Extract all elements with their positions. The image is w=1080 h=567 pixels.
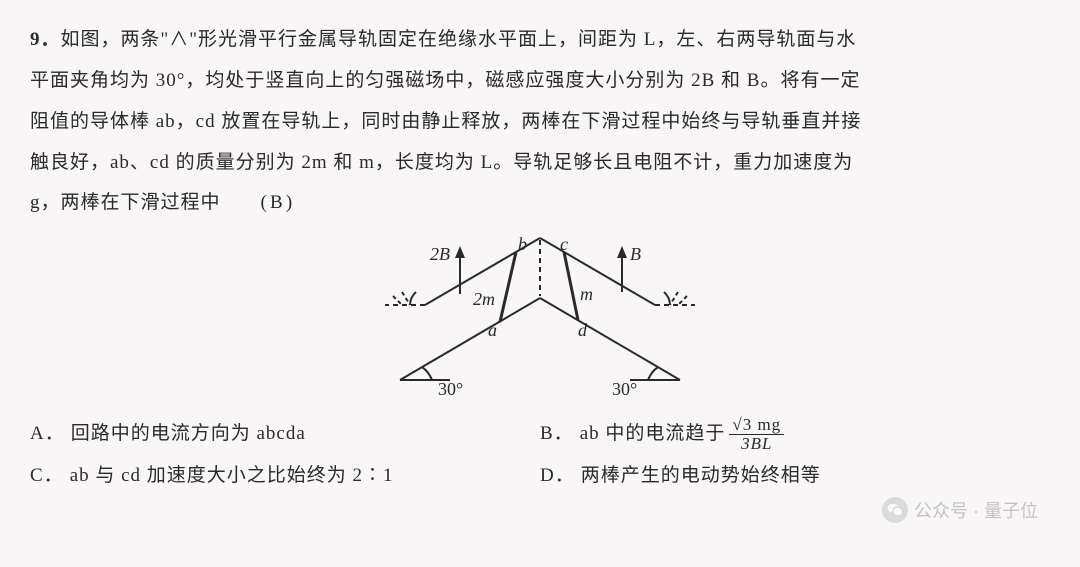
- watermark-text: 公众号 · 量子位: [914, 497, 1038, 523]
- label-c: c: [560, 234, 568, 254]
- problem-number: 9．: [30, 29, 61, 50]
- wechat-icon: [882, 497, 908, 523]
- option-B-fraction: √3 mg 3BL: [729, 416, 784, 453]
- option-D: D． 两棒产生的电动势始终相等: [540, 455, 1050, 497]
- option-D-label: D．: [540, 455, 575, 497]
- stem-line-2: 平面夹角均为 30°，均处于竖直向上的匀强磁场中，磁感应强度大小分别为 2B 和…: [30, 70, 860, 91]
- stem-line-5-suffix: ): [286, 192, 293, 213]
- label-a: a: [488, 320, 497, 340]
- stem-line-3: 阻值的导体棒 ab，cd 放置在导轨上，同时由静止释放，两棒在下滑过程中始终与导…: [30, 111, 861, 132]
- stem-line-5-prefix: g，两棒在下滑过程中 (: [30, 192, 268, 213]
- option-A-text: 回路中的电流方向为 abcda: [71, 413, 306, 455]
- problem-stem: 9．如图，两条"∧"形光滑平行金属导轨固定在绝缘水平面上，间距为 L，左、右两导…: [30, 20, 1050, 224]
- stem-line-1: 如图，两条"∧"形光滑平行金属导轨固定在绝缘水平面上，间距为 L，左、右两导轨面…: [61, 29, 857, 50]
- option-B-den: 3BL: [729, 435, 784, 453]
- label-angle-left: 30°: [438, 379, 463, 399]
- option-A: A． 回路中的电流方向为 abcda: [30, 413, 540, 455]
- stem-line-4: 触良好，ab、cd 的质量分别为 2m 和 m，长度均为 L。导轨足够长且电阻不…: [30, 152, 853, 173]
- option-B-label: B．: [540, 413, 574, 455]
- option-C-label: C．: [30, 455, 64, 497]
- option-B-num: √3 mg: [732, 415, 781, 434]
- option-D-text: 两棒产生的电动势始终相等: [581, 455, 821, 497]
- options-block: A． 回路中的电流方向为 abcda B． ab 中的电流趋于 √3 mg 3B…: [30, 413, 1050, 497]
- label-m: m: [580, 284, 593, 304]
- watermark: 公众号 · 量子位: [882, 497, 1038, 523]
- answer-mark: B: [268, 183, 286, 224]
- physics-diagram: 2B B 2m m b c a d 30° 30°: [360, 230, 720, 405]
- option-A-label: A．: [30, 413, 65, 455]
- label-d: d: [578, 320, 588, 340]
- label-2B: 2B: [430, 244, 450, 264]
- option-B-prefix: ab 中的电流趋于: [580, 413, 726, 455]
- label-b: b: [518, 234, 527, 254]
- diagram-container: 2B B 2m m b c a d 30° 30°: [30, 230, 1050, 405]
- option-C-text: ab 与 cd 加速度大小之比始终为 2∶1: [70, 455, 394, 497]
- option-C: C． ab 与 cd 加速度大小之比始终为 2∶1: [30, 455, 540, 497]
- label-2m: 2m: [473, 289, 495, 309]
- label-angle-right: 30°: [612, 379, 637, 399]
- option-B: B． ab 中的电流趋于 √3 mg 3BL: [540, 413, 1050, 455]
- label-B: B: [630, 244, 641, 264]
